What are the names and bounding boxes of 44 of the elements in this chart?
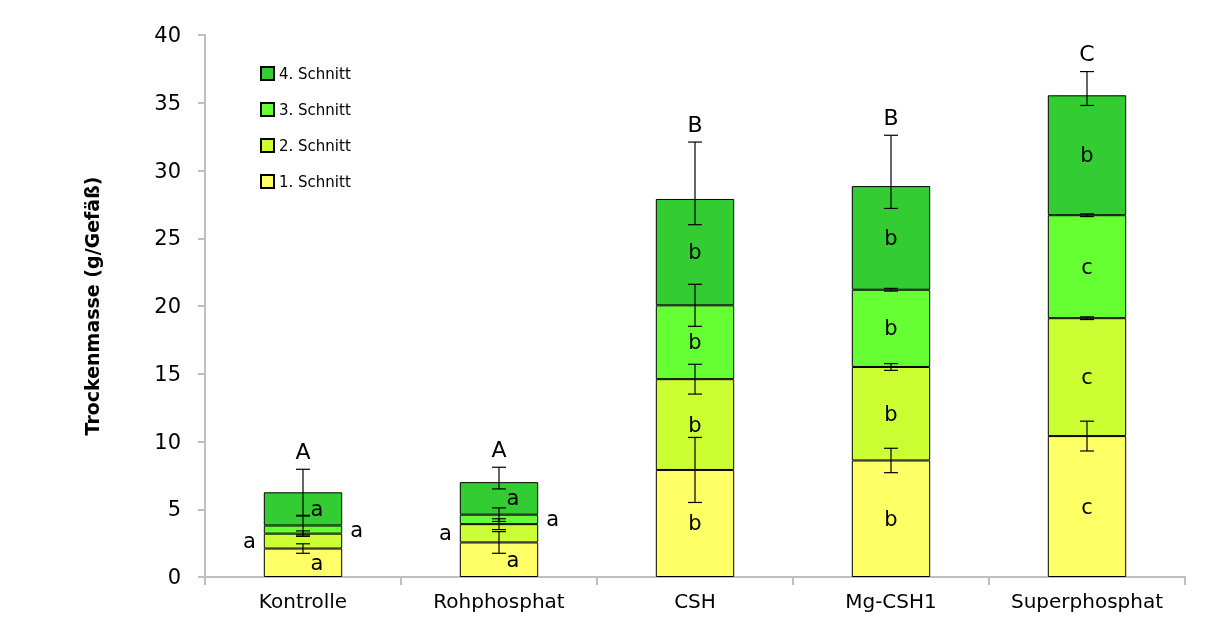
y-tick-label: 0 [167, 565, 181, 589]
annotation: A [491, 436, 507, 462]
data-label: b [688, 330, 702, 355]
y-axis-title: Trockenmasse (g/Gefäß) [80, 176, 103, 436]
data-label: b [884, 506, 898, 531]
data-label: a [438, 521, 452, 546]
legend-label: 1. Schnitt [279, 172, 351, 191]
legend-label: 2. Schnitt [279, 136, 351, 155]
annotation: B [687, 111, 703, 137]
y-tick-label: 10 [154, 429, 181, 454]
data-label: b [884, 316, 898, 341]
data-label: b [688, 511, 702, 536]
data-label: b [884, 401, 898, 426]
y-tick-label: 25 [154, 226, 181, 251]
data-label: a [242, 529, 256, 554]
y-tick-label: 5 [167, 497, 181, 522]
data-label: b [688, 412, 702, 437]
y-tick-label: 20 [154, 294, 181, 318]
x-tick-label: Superphosphat [1010, 589, 1164, 613]
data-label: a [310, 496, 324, 521]
x-tick-label: Mg-CSH1 [845, 589, 937, 613]
x-tick-label: Kontrolle [258, 589, 348, 613]
data-label: c [1081, 254, 1093, 279]
data-label: c [1081, 494, 1093, 519]
y-tick-label: 40 [154, 23, 181, 47]
y-tick-label: 15 [154, 361, 181, 386]
data-label: b [1080, 143, 1094, 168]
annotation: B [883, 104, 899, 130]
data-label: a [506, 547, 520, 572]
data-label: a [350, 517, 364, 542]
x-tick-label: CSH [674, 589, 716, 613]
y-tick-label: 35 [154, 90, 181, 115]
y-tick-label: 30 [154, 158, 181, 183]
data-label: a [310, 550, 324, 575]
data-label: a [546, 507, 560, 532]
annotation: A [295, 438, 311, 464]
legend-label: 4. Schnitt [279, 64, 351, 83]
data-label: a [506, 486, 520, 511]
legend-label: 3. Schnitt [279, 100, 351, 119]
data-label: c [1081, 365, 1093, 390]
x-tick-label: Rohphosphat [433, 589, 565, 613]
annotation: C [1079, 41, 1095, 67]
data-label: b [688, 240, 702, 265]
data-label: b [884, 225, 898, 250]
